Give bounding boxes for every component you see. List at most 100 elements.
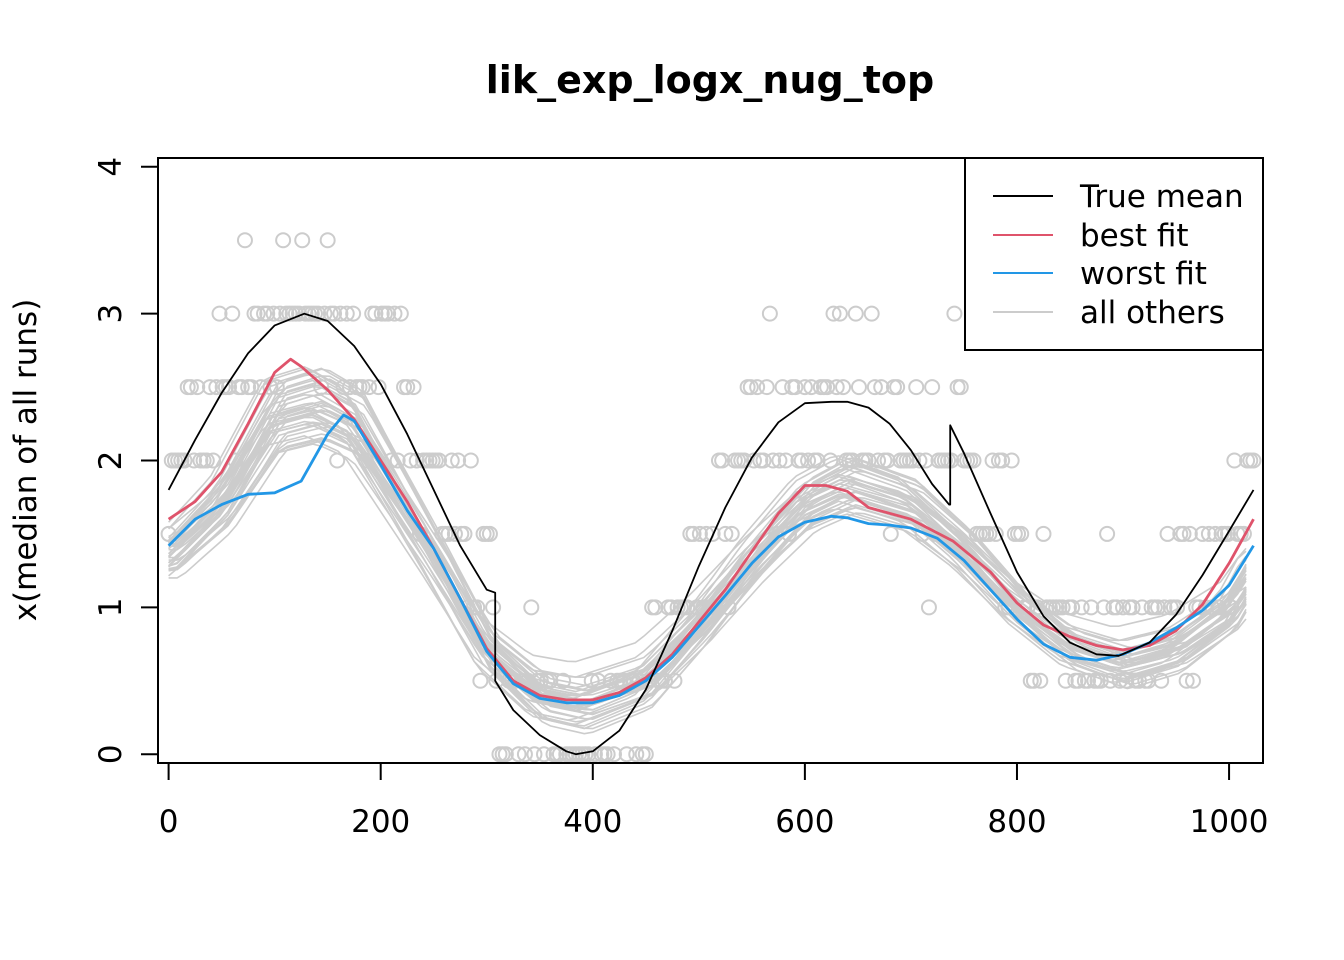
data-point [771,452,788,469]
data-point [863,305,880,322]
data-point [472,672,489,689]
data-point [271,305,288,322]
data-point [647,599,664,616]
data-point [691,525,708,542]
data-point [994,452,1011,469]
x-tick-label: 200 [351,804,410,840]
legend-label-all-others: all others [1080,295,1225,331]
data-point [186,452,203,469]
data-point [777,452,794,469]
data-point [1134,599,1151,616]
data-point [765,452,782,469]
data-point [1035,525,1052,542]
data-point [182,379,199,396]
x-axis: 0 200 400 600 800 1000 [159,763,1269,840]
data-point [392,305,409,322]
data-point [704,525,721,542]
data-point [981,525,998,542]
true-mean-line [167,312,1255,756]
data-point [774,379,791,396]
data-point [399,379,416,396]
legend-label-best-fit: best fit [1080,218,1189,254]
data-point [510,746,527,763]
data-point [599,746,616,763]
data-point [920,599,937,616]
data-point [332,305,349,322]
data-point [819,379,836,396]
data-point [1083,599,1100,616]
data-point [663,599,680,616]
data-point [586,746,603,763]
data-point [1185,672,1202,689]
y-tick-label: 1 [93,597,129,617]
data-point [835,379,852,396]
data-point [644,599,661,616]
data-point [481,525,498,542]
data-point [1057,672,1074,689]
data-point [497,746,514,763]
data-point [361,379,378,396]
y-tick-label: 2 [93,451,129,471]
data-point [879,452,896,469]
data-point [882,525,899,542]
y-axis-label: x(median of all runs) [8,299,44,622]
data-point [1226,452,1243,469]
data-point [873,379,890,396]
data-point [1150,599,1167,616]
data-point [803,379,820,396]
data-point [1124,599,1141,616]
data-point [326,305,343,322]
data-point [1200,525,1217,542]
data-point [847,305,864,322]
data-point [666,672,683,689]
data-point [523,599,540,616]
legend-label-worst-fit: worst fit [1080,256,1207,292]
data-point [984,452,1001,469]
data-point [275,232,292,249]
data-point [1245,452,1262,469]
data-point [911,452,928,469]
data-point [345,305,362,322]
legend: True mean best fit worst fit all others [964,157,1264,351]
x-tick-label: 600 [775,804,834,840]
other-fit-line [168,365,1247,701]
data-point [265,305,282,322]
data-point [205,452,222,469]
data-point [259,305,276,322]
legend-label-true-mean: True mean [1079,179,1244,215]
data-point [338,305,355,322]
data-point [1099,525,1116,542]
data-point [555,672,572,689]
data-point [1115,599,1132,616]
data-point [825,305,842,322]
data-point [443,452,460,469]
data-point [1025,672,1042,689]
data-point [628,746,645,763]
y-axis: 0 1 2 3 4 [93,157,158,764]
data-point [294,232,311,249]
x-tick-label: 0 [159,804,179,840]
data-point [446,525,463,542]
data-point [1242,452,1259,469]
x-tick-label: 1000 [1190,804,1269,840]
data-point [1220,525,1237,542]
data-point [761,305,778,322]
data-point [1064,599,1081,616]
data-point [1207,525,1224,542]
data-point [1181,525,1198,542]
other-fit-line [168,422,1247,716]
data-point [1054,599,1071,616]
data-point [637,746,654,763]
data-point [755,452,772,469]
chart-title: lik_exp_logx_nug_top [486,58,934,102]
data-point [478,525,495,542]
other-fit-line [168,437,1247,702]
other-fit-line [168,404,1247,730]
x-tick-label: 800 [987,804,1046,840]
data-point [380,305,397,322]
data-point [485,599,502,616]
data-point [758,379,775,396]
data-point [221,379,238,396]
data-point [866,379,883,396]
data-point [249,305,266,322]
